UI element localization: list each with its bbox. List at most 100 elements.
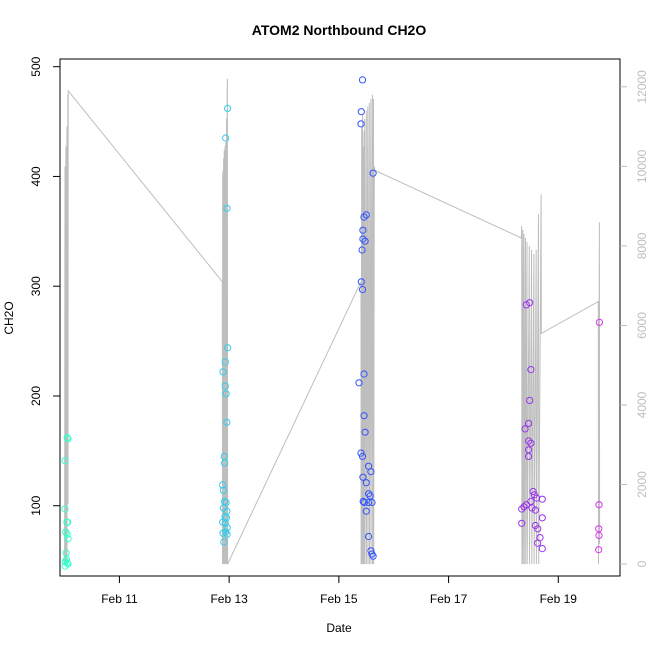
x-tick-label: Feb 13 [210,592,248,606]
ch2o-point [358,246,366,254]
y-axis-right: 0 2000 4000 6000 8000 10000 12000 [620,70,649,567]
ch2o-point [222,514,231,522]
ch2o-point [369,169,377,177]
ch2o-point [360,412,368,420]
ch2o-point [369,552,377,560]
y2-tick-label: 8000 [635,232,649,259]
ch2o-point [62,528,70,536]
x-tick-label: Feb 11 [101,592,138,606]
ch2o-points-layer [61,76,604,570]
ch2o-point [357,108,365,116]
ch2o-point [526,299,534,307]
ch2o-point [527,439,535,447]
y-tick-label: 100 [29,495,43,515]
ch2o-point [362,507,370,515]
ch2o-point [221,459,229,467]
ch2o-point [520,503,528,511]
ch2o-point [220,538,228,546]
ch2o-point [538,514,546,522]
ch2o-point [63,559,71,567]
ch2o-point [360,213,368,221]
y2-tick-label: 4000 [635,391,649,418]
ch2o-point [223,418,231,426]
ch2o-point [365,498,373,507]
ch2o-point [525,419,533,427]
ch2o-point [63,530,71,538]
ch2o-point [362,211,370,219]
ch2o-point [525,452,533,460]
plot-frame [59,58,621,577]
ch2o-point [595,501,603,509]
y-tick-label: 300 [29,276,43,296]
ch2o-point [518,519,526,527]
ch2o-point [527,366,535,374]
ch2o-point [538,545,546,553]
ch2o-point [64,560,72,568]
ch2o-point [61,457,69,465]
ch2o-point [222,528,230,536]
ch2o-point [368,498,376,507]
ch2o-point [219,486,227,494]
y2-tick-label: 12000 [635,70,649,104]
ch2o-point [222,498,230,507]
ch2o-point [64,518,72,526]
ch2o-point [595,318,604,326]
ch2o-point [223,530,231,538]
ch2o-point [357,278,365,286]
ch2o-point [529,487,537,496]
y2-tick-label: 0 [635,560,649,567]
x-tick-label: Feb 15 [320,592,358,606]
ch2o-point [355,379,363,387]
ch2o-point [64,435,72,443]
ch2o-point [222,134,230,142]
altitude-line [64,78,601,565]
ch2o-point [219,481,227,489]
ch2o-point [362,479,370,487]
ch2o-point [221,497,229,505]
ch2o-point [365,490,373,498]
ch2o-point [367,468,375,476]
ch2o-point [357,120,365,128]
ch2o-point [221,382,229,390]
ch2o-point [224,344,232,352]
ch2o-point [359,226,367,234]
ch2o-point [358,285,367,294]
ch2o-point [63,434,71,442]
flight-altitude-line-layer [64,78,601,565]
ch2o-point [525,437,533,445]
ch2o-point [518,505,526,513]
x-axis: Feb 11 Feb 13 Feb 15 Feb 17 Feb 19 [101,576,577,606]
ch2o-point [359,473,367,481]
x-tick-label: Feb 19 [540,592,578,606]
ch2o-point [61,505,69,513]
ch2o-point [224,104,232,113]
ch2o-point [534,525,542,533]
chart-title: ATOM2 Northbound CH2O [252,22,427,38]
ch2o-point [357,449,365,457]
ch2o-point [595,546,603,554]
ch2o-point [358,76,367,84]
ch2o-point [534,539,542,547]
ch2o-point [522,501,530,509]
ch2o-point [538,495,546,503]
ch2o-point [361,428,369,436]
ch2o-point [219,368,227,376]
y2-tick-label: 2000 [635,471,649,498]
ch2o-point [222,390,230,398]
y-tick-label: 200 [29,386,43,406]
ch2o-point [359,497,367,505]
y2-tick-label: 10000 [635,149,649,183]
ch2o-point [366,492,374,500]
ch2o-point [595,531,603,540]
ch2o-point [62,555,71,564]
ch2o-point [359,235,367,243]
ch2o-point [521,425,529,433]
x-axis-label: Date [326,621,352,635]
ch2o-point [221,519,229,527]
ch2o-point [365,532,373,541]
ch2o-point [223,204,231,212]
ch2o-point [360,498,368,507]
y-axis-left: 100 200 300 400 500 [29,56,60,516]
ch2o-point [358,452,367,460]
